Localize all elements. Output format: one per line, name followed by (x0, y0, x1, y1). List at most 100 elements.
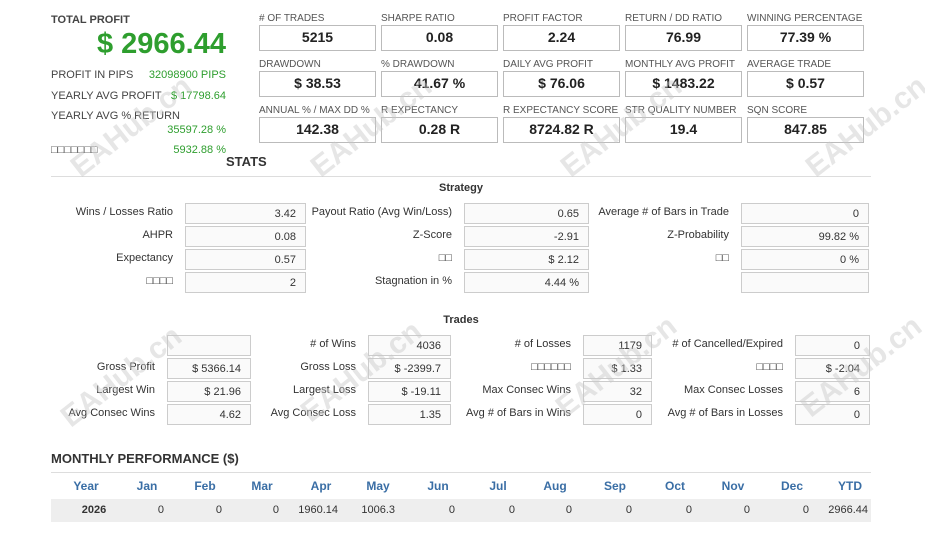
metric-value: 2.24 (503, 25, 620, 51)
column-header: May (366, 479, 390, 493)
metric-label: SHARPE RATIO (381, 13, 455, 24)
section-title: MONTHLY PERFORMANCE ($) (51, 451, 239, 466)
summary-label: YEARLY AVG % RETURN (51, 110, 180, 122)
value-box: 99.82 % (741, 226, 869, 247)
divider (51, 472, 871, 473)
metric-value: 19.4 (625, 117, 742, 143)
field-label: Max Consec Wins (482, 384, 571, 396)
field-label: Average # of Bars in Trade (598, 206, 729, 218)
value-box: 0.57 (185, 249, 306, 270)
metric-label: WINNING PERCENTAGE (747, 13, 863, 24)
section-subtitle: Trades (443, 314, 479, 326)
cell: 0 (685, 504, 692, 516)
field-label: # of Wins (310, 338, 356, 350)
row-background (51, 499, 871, 522)
field-label: □□□□□□ (531, 361, 571, 373)
divider (51, 176, 871, 177)
value-box (741, 272, 869, 293)
field-label: Payout Ratio (Avg Win/Loss) (311, 206, 452, 218)
metric-label: R EXPECTANCY (381, 105, 459, 116)
field-label: Largest Loss (293, 384, 356, 396)
value-box: 0 (795, 404, 870, 425)
column-header: Dec (780, 479, 803, 493)
cell: 2966.44 (828, 504, 868, 516)
value-box: $ 1.33 (583, 358, 652, 379)
field-label: # of Cancelled/Expired (672, 338, 783, 350)
metric-value: 41.67 % (381, 71, 498, 97)
metric-value: 142.38 (259, 117, 376, 143)
metric-label: # OF TRADES (259, 13, 325, 24)
field-label: Expectancy (116, 252, 173, 264)
metric-label: STR QUALITY NUMBER (625, 105, 737, 116)
value-box: 4.62 (167, 404, 251, 425)
metric-label: ANNUAL % / MAX DD % (259, 105, 370, 116)
field-label: Max Consec Losses (683, 384, 783, 396)
metric-label: MONTHLY AVG PROFIT (625, 59, 736, 70)
cell: 2026 (81, 504, 107, 516)
metric-label: % DRAWDOWN (381, 59, 455, 70)
field-label: □□□□ (756, 361, 783, 373)
value-box: $ 5366.14 (167, 358, 251, 379)
field-label: Gross Profit (96, 361, 155, 373)
field-label: AHPR (142, 229, 173, 241)
value-box (167, 335, 251, 356)
column-header: YTD (838, 479, 862, 493)
metric-value: 8724.82 R (503, 117, 620, 143)
cell: 1006.3 (361, 504, 395, 516)
cell: 0 (565, 504, 572, 516)
cell: 0 (802, 504, 809, 516)
field-label: Largest Win (96, 384, 155, 396)
summary-label: PROFIT IN PIPS (51, 69, 134, 81)
column-header: Nov (721, 479, 745, 493)
column-header: Jul (489, 479, 507, 493)
column-header: Jan (136, 479, 158, 493)
column-header: Mar (251, 479, 273, 493)
summary-value: 5932.88 % (173, 144, 226, 156)
label: TOTAL PROFIT (51, 14, 130, 26)
value-box: 1179 (583, 335, 652, 356)
metric-label: DAILY AVG PROFIT (503, 59, 594, 70)
metric-label: R EXPECTANCY SCORE (503, 105, 619, 116)
total-profit: $ 2966.44 (96, 28, 226, 60)
metric-value: $ 38.53 (259, 71, 376, 97)
metric-value: 5215 (259, 25, 376, 51)
metric-label: SQN SCORE (747, 105, 808, 116)
value-box: 0 (583, 404, 652, 425)
cell: 0 (157, 504, 164, 516)
metric-value: 0.28 R (381, 117, 498, 143)
metric-label: PROFIT FACTOR (503, 13, 583, 24)
field-label: □□ (438, 252, 452, 264)
field-label: Wins / Losses Ratio (75, 206, 173, 218)
value-box: 0.08 (185, 226, 306, 247)
cell: 0 (625, 504, 632, 516)
metric-value: $ 0.57 (747, 71, 864, 97)
metric-label: AVERAGE TRADE (747, 59, 832, 70)
value-box: 3.42 (185, 203, 306, 224)
metric-value: $ 1483.22 (625, 71, 742, 97)
value-box: 1.35 (368, 404, 451, 425)
field-label: Z-Probability (667, 229, 729, 241)
cell: 1960.14 (298, 504, 338, 516)
column-header: Oct (664, 479, 685, 493)
value-box: 4.44 % (464, 272, 589, 293)
metric-value: 77.39 % (747, 25, 864, 51)
value-box: 6 (795, 381, 870, 402)
column-header: Aug (543, 479, 567, 493)
column-header: Year (73, 479, 99, 493)
field-label: □□ (715, 252, 729, 264)
value-box: 0 (795, 335, 870, 356)
value-box: $ 21.96 (167, 381, 251, 402)
section-title: STATS (226, 154, 267, 169)
field-label: Avg # of Bars in Wins (466, 407, 571, 419)
field-label: □□□□ (146, 275, 173, 287)
value-box: 2 (185, 272, 306, 293)
column-header: Apr (310, 479, 332, 493)
value-box: $ 2.12 (464, 249, 589, 270)
field-label: # of Losses (514, 338, 571, 350)
value-box: $ -19.11 (368, 381, 451, 402)
value-box: 0 (741, 203, 869, 224)
metric-label: DRAWDOWN (259, 59, 321, 70)
cell: 0 (743, 504, 750, 516)
metric-label: RETURN / DD RATIO (625, 13, 723, 24)
section-subtitle: Strategy (438, 182, 484, 194)
